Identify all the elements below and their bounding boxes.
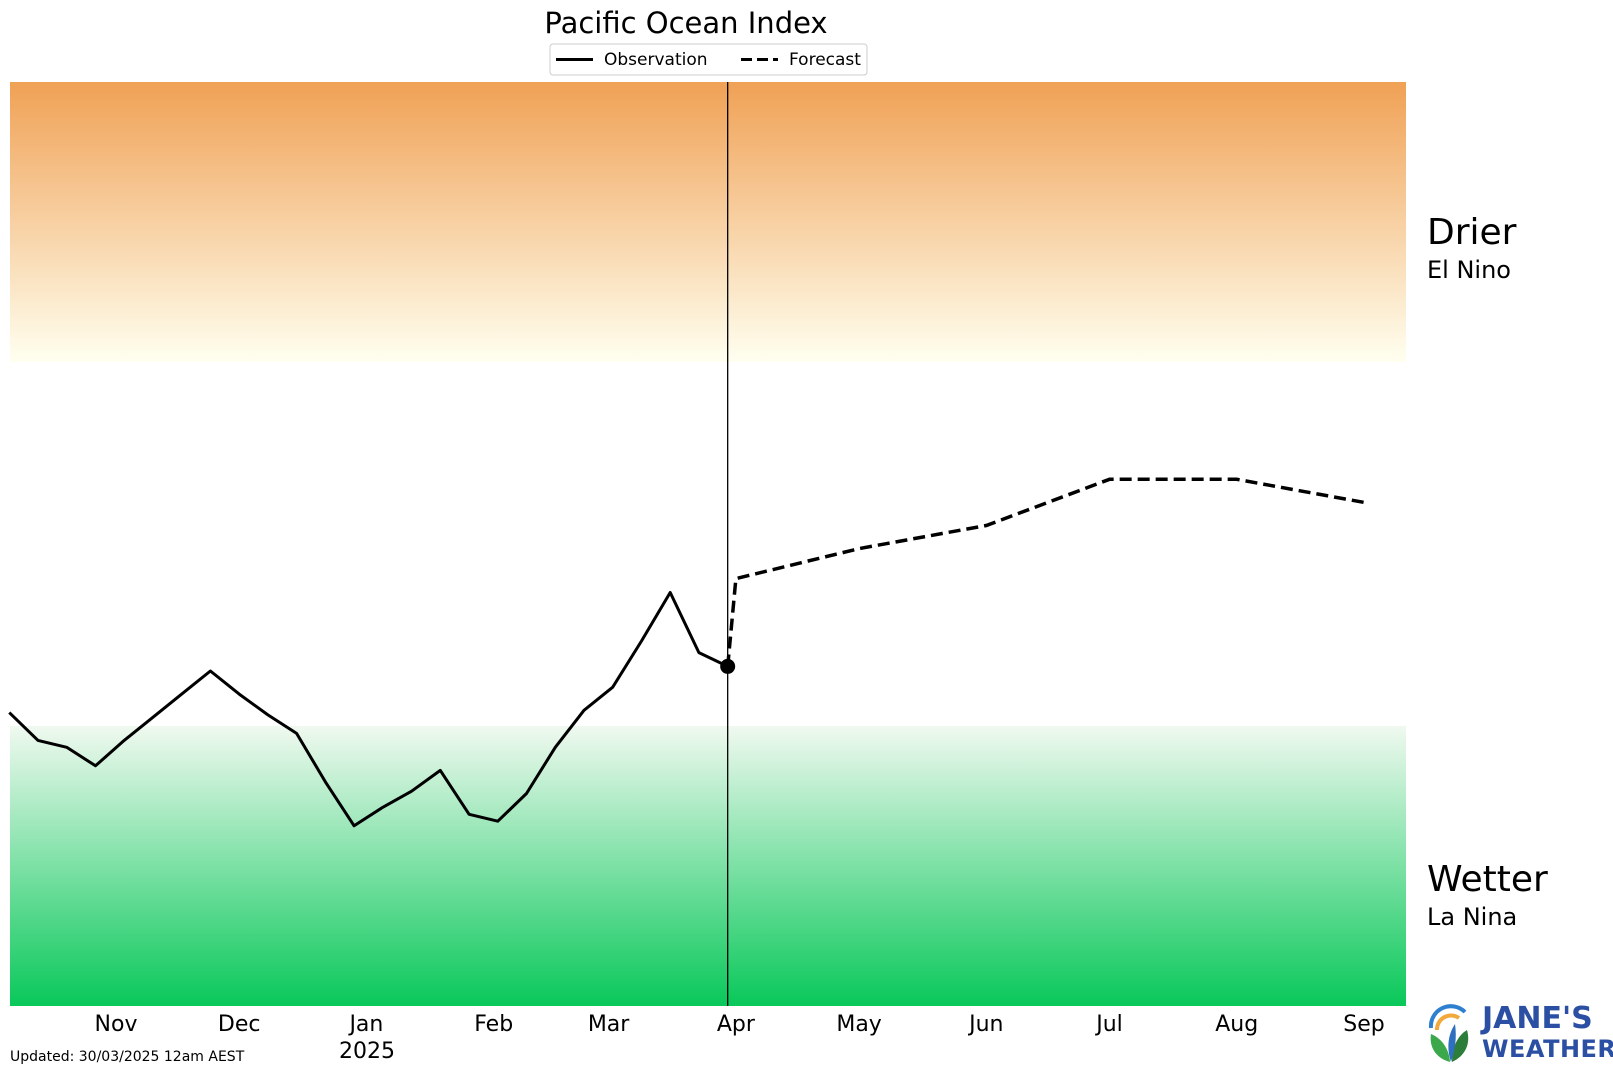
janes-weather-logo: JANE'S WEATHER — [1425, 1004, 1613, 1068]
chart-title: Pacific Ocean Index — [544, 6, 827, 40]
observation-series — [8, 591, 729, 828]
legend-observation-label: Observation — [604, 50, 708, 70]
la-nina-zone — [10, 726, 1406, 1006]
forecast-series — [725, 477, 1365, 667]
x-tick-label-jan: Jan — [347, 1012, 383, 1037]
x-tick-label-nov: Nov — [95, 1012, 138, 1037]
x-tick-label-aug: Aug — [1215, 1012, 1258, 1037]
logo-wordmark: JANE'S WEATHER — [1482, 1004, 1613, 1064]
logo-line1: JANE'S — [1482, 1001, 1593, 1036]
x-tick-label-mar: Mar — [588, 1012, 630, 1037]
updated-timestamp: Updated: 30/03/2025 12am AEST — [10, 1049, 245, 1065]
el-nino-zone — [10, 82, 1406, 362]
x-tick-label-apr: Apr — [717, 1012, 756, 1037]
x-tick-label-dec: Dec — [218, 1012, 261, 1037]
x-tick-label-feb: Feb — [474, 1012, 513, 1037]
x-tick-label-jun: Jun — [967, 1012, 1003, 1037]
current-value-marker — [720, 658, 736, 674]
lower-zone-label: Wetter — [1427, 859, 1548, 900]
upper-zone-label: Drier — [1427, 212, 1517, 253]
lower-zone-sublabel: La Nina — [1427, 903, 1517, 931]
logo-line2: WEATHER — [1482, 1035, 1613, 1063]
legend: Observation Forecast — [549, 43, 868, 76]
x-axis-ticks: Nov Dec Jan Feb Mar Apr May Jun Jul Aug Sep — [95, 1012, 1385, 1037]
x-tick-label-sep: Sep — [1343, 1012, 1384, 1037]
upper-zone-sublabel: El Nino — [1427, 256, 1511, 284]
x-tick-label-may: May — [836, 1012, 881, 1037]
legend-box — [549, 43, 868, 76]
x-tick-label-jul: Jul — [1094, 1012, 1123, 1037]
year-label: 2025 — [339, 1039, 395, 1064]
legend-forecast-label: Forecast — [789, 50, 861, 70]
leaf-sun-icon — [1428, 1004, 1469, 1062]
